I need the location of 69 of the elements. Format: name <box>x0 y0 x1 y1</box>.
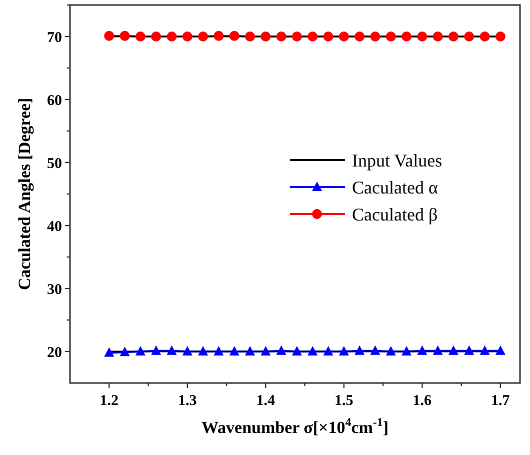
legend-label: Caculated β <box>352 204 438 224</box>
point <box>229 346 240 356</box>
point <box>323 346 334 356</box>
point <box>198 346 208 356</box>
point <box>104 30 114 41</box>
point <box>402 346 412 356</box>
point <box>495 345 506 355</box>
point <box>135 32 146 42</box>
point <box>182 346 192 356</box>
point <box>245 32 255 42</box>
y-tick-label: 50 <box>47 156 62 172</box>
point <box>214 30 224 41</box>
legend-label: Caculated α <box>352 177 438 198</box>
x-axis-title: Wavenumber σ[×10$^{4}$cm$^{-1}$] <box>201 415 389 437</box>
x-tick-label: 1.3 <box>178 393 197 409</box>
point <box>386 346 396 356</box>
point <box>120 346 130 356</box>
point <box>229 30 240 41</box>
point <box>166 345 177 355</box>
point <box>370 32 380 42</box>
point <box>338 32 349 42</box>
x-tick-label: 1.5 <box>334 393 354 409</box>
point <box>448 345 458 355</box>
point <box>276 32 286 42</box>
point <box>448 32 458 42</box>
point <box>292 346 302 356</box>
point <box>495 32 506 42</box>
point <box>402 32 412 42</box>
point <box>135 346 146 356</box>
point <box>464 32 474 42</box>
point <box>182 32 192 42</box>
point <box>432 345 443 355</box>
point <box>120 30 130 41</box>
point <box>260 32 271 42</box>
point <box>480 32 490 42</box>
point <box>308 32 318 42</box>
point <box>323 32 334 42</box>
point <box>338 346 349 356</box>
y-tick-label: 70 <box>47 30 62 46</box>
point <box>370 345 380 355</box>
legend-label: Input Values <box>352 150 442 170</box>
point <box>354 345 365 355</box>
point <box>292 32 302 42</box>
point <box>198 32 208 42</box>
point <box>417 345 428 355</box>
point <box>354 32 365 42</box>
x-tick-label: 1.7 <box>491 393 510 409</box>
point <box>104 347 114 357</box>
point <box>151 345 162 355</box>
y-tick-label: 30 <box>47 282 62 298</box>
point <box>166 32 177 42</box>
point <box>276 345 286 355</box>
point <box>417 32 428 42</box>
x-tick-label: 1.4 <box>256 393 276 409</box>
x-tick-label: 1.6 <box>412 393 432 409</box>
point <box>480 345 490 355</box>
point <box>245 346 255 356</box>
y-tick-label: 20 <box>47 344 62 361</box>
point <box>432 32 443 42</box>
point <box>464 345 474 355</box>
y-axis-title: Caculated Angles [Degree] <box>15 98 34 290</box>
y-tick-label: 40 <box>47 218 62 235</box>
y-tick-label: 60 <box>47 92 62 109</box>
point <box>260 346 271 356</box>
point <box>386 32 396 42</box>
point <box>151 32 162 42</box>
x-tick-label: 1.2 <box>100 393 119 409</box>
point <box>214 346 224 356</box>
point <box>308 346 318 356</box>
